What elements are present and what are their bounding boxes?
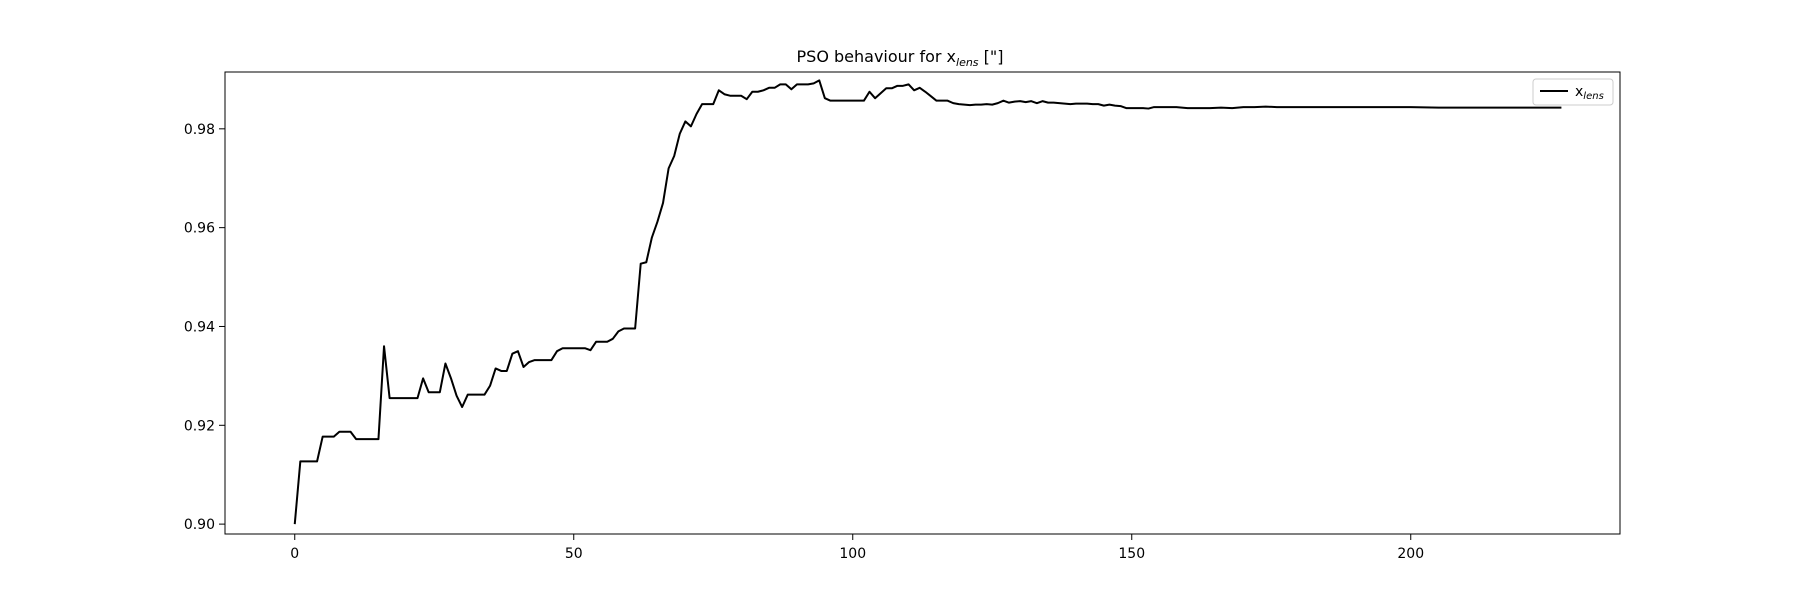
- x-axis: 0 50 100 150 200: [290, 534, 1424, 562]
- plot-frame: [224, 71, 1621, 535]
- chart-title-suffix: ["]: [979, 47, 1004, 66]
- x-tick-label: 150: [1118, 546, 1145, 562]
- legend-label: xlens: [1575, 84, 1604, 102]
- legend-box: [1532, 78, 1614, 106]
- y-axis: 0.90 0.92 0.94 0.96 0.98: [184, 122, 225, 533]
- x-tick-label: 0: [290, 546, 299, 562]
- plot-area: [224, 71, 1621, 535]
- legend: xlens: [1532, 78, 1614, 106]
- y-tick-label: 0.98: [184, 122, 215, 138]
- y-tick-label: 0.92: [184, 418, 215, 434]
- legend-label-main: x: [1575, 84, 1583, 100]
- y-tick-label: 0.96: [184, 221, 215, 237]
- chart-title-subscript: lens: [956, 56, 979, 69]
- y-tick-label: 0.90: [184, 517, 215, 533]
- x-tick-label: 50: [565, 546, 583, 562]
- legend-label-subscript: lens: [1583, 91, 1603, 102]
- x-tick-label: 100: [839, 546, 866, 562]
- series-line-x-lens: [293, 79, 1562, 525]
- y-tick-label: 0.94: [184, 319, 215, 335]
- chart-title-main: PSO behaviour for x: [797, 47, 957, 66]
- x-tick-label: 200: [1397, 546, 1424, 562]
- chart-title: PSO behaviour for xlens ["]: [797, 47, 1004, 69]
